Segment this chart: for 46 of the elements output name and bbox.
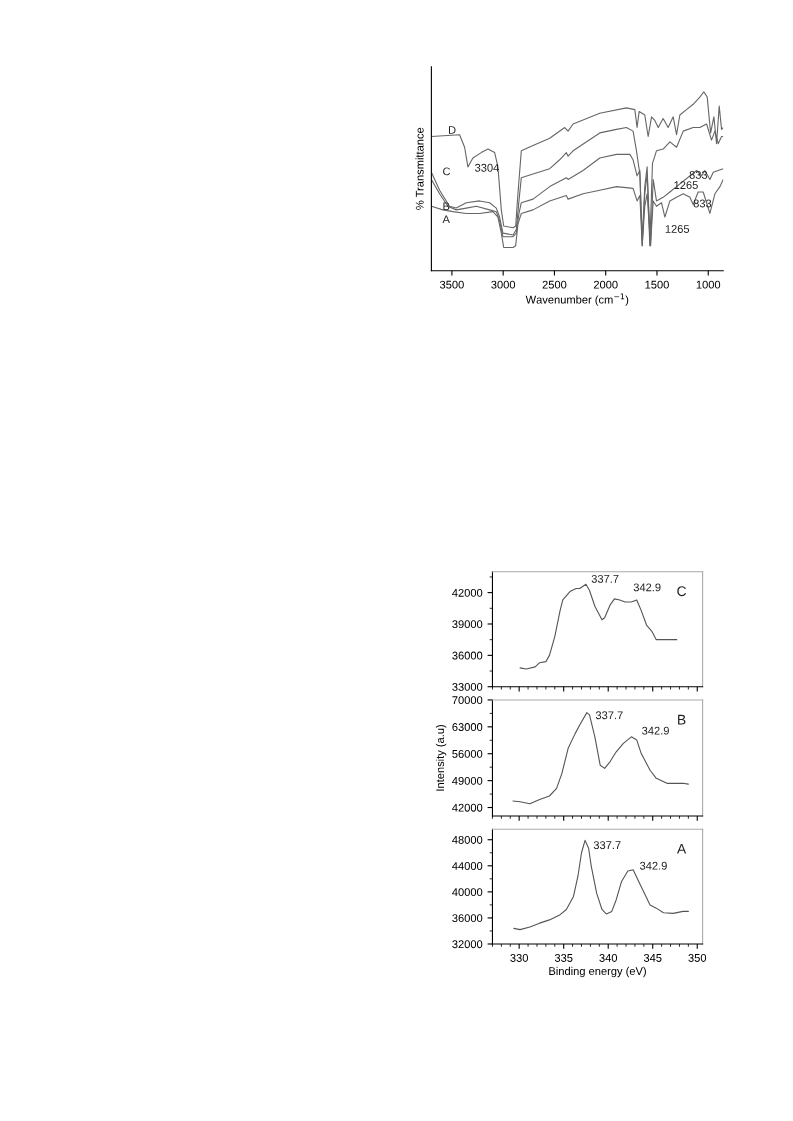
annotation: 342.9 [642,726,669,735]
annotation: 833 [689,170,708,179]
annotation: 337.7 [593,841,621,850]
y-tick-label: 56000 [452,750,483,758]
x-tick-label: 345 [643,954,662,962]
y-tick-label: 44000 [452,862,483,870]
x-tick-label: 1000 [696,280,721,289]
y-tick-label: 36000 [452,914,483,923]
y-tick-label: 42000 [452,803,483,812]
series-label: B [443,202,450,211]
y-tick-label: 33000 [452,682,483,691]
x-tick-label: 1500 [645,280,669,289]
y-tick-label: 70000 [452,696,483,705]
annotation: 3304 [475,163,499,172]
y-tick-label: 49000 [452,776,483,785]
y-tick-label: 39000 [452,620,483,629]
x-tick-label: 2000 [593,280,618,289]
y-tick-label: 40000 [452,888,483,896]
text: A [676,843,687,854]
x-tick-label: 3500 [439,280,464,289]
y-tick-label: 42000 [452,588,483,597]
annotation: 342.9 [633,583,661,592]
y-tick-label: 36000 [452,651,483,660]
series-label: C [443,167,451,176]
series-label: D [448,126,456,134]
x-tick-label: 340 [599,954,618,962]
annotation: 1265 [665,225,690,233]
x-tick-label: 3000 [491,280,516,289]
annotation: 833 [693,199,712,208]
series-label: A [442,215,450,224]
x-axis-title: Wavenumber (cm$^{−1}$) [525,293,629,306]
y-tick-label: 63000 [452,723,483,731]
x-tick-label: 350 [688,954,707,962]
annotation: 337.7 [591,574,619,583]
y-axis-title: % Transmittance [415,127,424,210]
text: B [678,714,686,725]
text: C [677,586,687,597]
annotation: 342.9 [639,861,667,870]
x-tick-label: 335 [554,954,573,962]
y-tick-label: 32000 [452,940,483,949]
y-axis-title: Intensity (a.u) [435,725,447,791]
annotation: 337.7 [595,711,623,720]
x-tick-label: 2500 [542,280,567,289]
y-tick-label: 48000 [452,836,483,844]
x-tick-label: 330 [510,954,528,962]
x-axis-title: Binding energy (eV) [549,966,646,978]
